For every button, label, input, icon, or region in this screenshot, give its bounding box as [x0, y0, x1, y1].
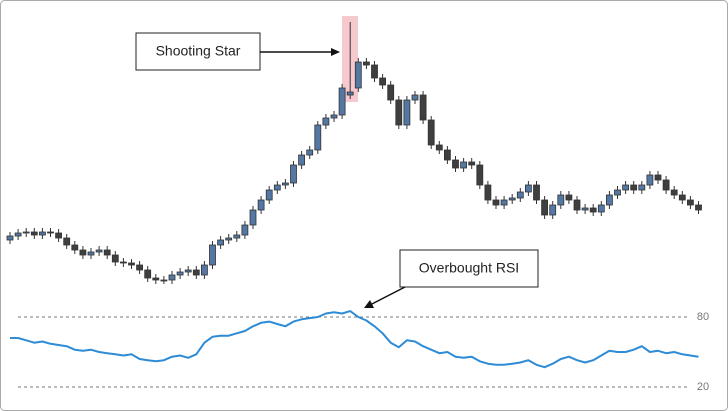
candle-body: [22, 231, 30, 234]
candle-body: [120, 261, 127, 264]
candle-body: [695, 204, 702, 211]
candle-body: [484, 184, 492, 201]
candle-body: [160, 279, 168, 282]
candle-body: [30, 231, 38, 236]
candle-body: [630, 184, 638, 191]
candle-body: [549, 204, 557, 216]
candle-body: [144, 269, 152, 279]
candle-body: [47, 231, 54, 234]
annotation: Overbought RSI: [419, 260, 519, 276]
candle-body: [597, 204, 605, 213]
candle-body: [306, 149, 314, 156]
candle-body: [273, 184, 281, 191]
rsi-line: [10, 310, 699, 369]
candle-body: [209, 244, 216, 266]
candle-body: [662, 179, 670, 191]
candle-body: [606, 194, 613, 206]
candle-body: [63, 237, 71, 246]
candle-body: [330, 114, 338, 119]
candle-body: [516, 191, 524, 199]
candle-body: [111, 254, 119, 263]
annotation-box: [399, 249, 539, 288]
candle-body: [103, 249, 111, 256]
candle-body: [557, 194, 565, 206]
candle-body: [452, 159, 459, 169]
candle-body: [322, 117, 330, 126]
candle-body: [622, 184, 629, 191]
candle-body: [678, 194, 686, 201]
candle-body: [338, 87, 346, 116]
candle-body: [581, 207, 589, 211]
candle-body: [200, 264, 208, 276]
candle-body: [176, 271, 184, 276]
candle-body: [654, 174, 662, 181]
candle-body: [525, 184, 532, 193]
candle-body: [217, 239, 225, 246]
candle-body: [346, 91, 354, 96]
candle-body: [395, 99, 403, 126]
candle-body: [589, 207, 597, 213]
candle-body: [265, 189, 273, 201]
candle-body: [95, 249, 103, 253]
candle-body: [257, 199, 265, 211]
y-tick-label: 20: [697, 381, 709, 393]
candle-body: [55, 232, 62, 239]
candle-body: [354, 61, 362, 89]
arrow-head: [331, 48, 340, 56]
candle-body: [79, 249, 87, 256]
candle-body: [225, 237, 233, 241]
candle-body: [460, 161, 468, 169]
candle-body: [184, 269, 192, 273]
candle-body: [419, 94, 427, 121]
candle-body: [281, 182, 289, 186]
candle-body: [39, 231, 46, 236]
candle-body: [387, 84, 395, 101]
candle-body: [565, 194, 573, 201]
candle-body: [128, 262, 135, 266]
candle-body: [136, 264, 144, 271]
candle-body: [614, 189, 621, 196]
annotation: Shooting Star: [156, 43, 241, 59]
candle-body: [403, 99, 411, 126]
candle-body: [192, 269, 200, 276]
candle-body: [411, 94, 419, 101]
candle-body: [371, 64, 378, 79]
candle-body: [533, 184, 540, 201]
candle-body: [508, 197, 516, 201]
candle-body: [233, 234, 241, 239]
candle-body: [573, 199, 581, 211]
candle-body: [152, 277, 160, 281]
y-tick-label: 80: [697, 311, 709, 323]
candle-body: [468, 161, 476, 166]
candle-body: [298, 154, 306, 166]
candle-body: [500, 199, 508, 206]
marks: 80 20: [6, 22, 709, 393]
candle-body: [541, 199, 548, 216]
candle-body: [687, 199, 694, 206]
candle-body: [71, 244, 79, 251]
candle-body: [435, 144, 443, 151]
candle-body: [314, 124, 322, 151]
candle-body: [241, 224, 249, 236]
candle-body: [6, 235, 14, 241]
candle-body: [14, 232, 22, 237]
candle-body: [249, 209, 257, 226]
candle-body: [476, 164, 484, 186]
candle-body: [427, 119, 435, 146]
candle-body: [443, 149, 451, 161]
candle-body: [646, 174, 654, 186]
annotation-box: [135, 32, 261, 71]
candle-body: [362, 61, 370, 66]
candle-body: [492, 199, 500, 206]
candle-body: [290, 164, 297, 184]
candle-body: [638, 184, 646, 191]
arrow-head: [364, 300, 374, 308]
candle-body: [168, 274, 176, 281]
arrow: [369, 286, 406, 306]
candle-body: [87, 251, 95, 256]
candle-body: [379, 77, 387, 86]
candle-body: [670, 189, 678, 196]
